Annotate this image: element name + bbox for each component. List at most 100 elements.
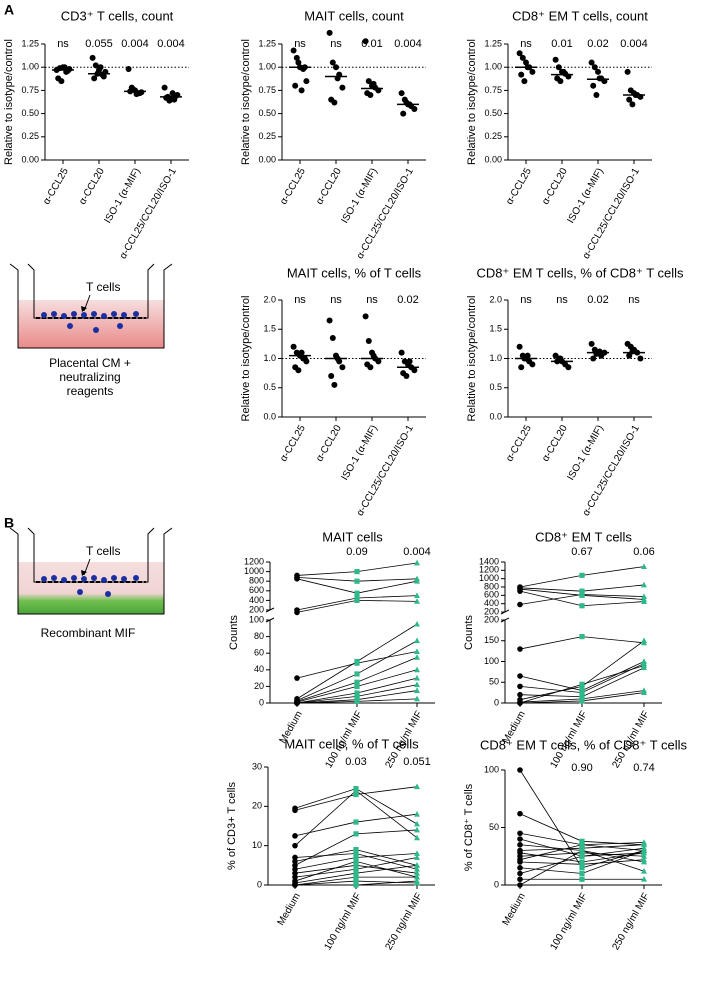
marker <box>414 811 420 817</box>
y-tick-label: 200 <box>484 614 499 624</box>
well <box>9 263 173 349</box>
marker <box>517 767 523 773</box>
x-tick-label: α-CCL25 <box>41 166 71 207</box>
marker <box>414 862 420 868</box>
cells <box>41 311 139 333</box>
data-point <box>565 364 572 371</box>
diagram-caption: Placental CM + <box>49 356 131 370</box>
diagram-a: T cells Placental CM + neutralizing reag… <box>9 263 173 398</box>
data-point <box>557 355 564 362</box>
marker <box>294 675 300 681</box>
marker <box>292 833 298 839</box>
marker <box>579 572 585 578</box>
medium <box>18 300 164 348</box>
y-tick-label: 0 <box>257 879 262 889</box>
p-value: 0.004 <box>620 38 648 50</box>
data-point <box>339 84 346 91</box>
arrow-head <box>81 570 87 576</box>
data-point <box>557 78 564 85</box>
marker <box>517 700 523 706</box>
marker <box>292 862 298 869</box>
marker <box>414 695 420 702</box>
x-tick-label: ISO-1 (α-MIF) <box>565 166 605 225</box>
chart: CD8⁺ EM T cellsCounts0501001502002004006… <box>463 529 662 770</box>
y-tick-label: 150 <box>484 635 499 645</box>
y-tick-label: 10 <box>252 840 262 850</box>
data-point <box>375 358 382 365</box>
p-value: ns <box>366 294 378 306</box>
marker <box>579 591 585 598</box>
p-value: 0.90 <box>571 762 592 774</box>
y-tick-label: 0.25 <box>484 131 502 141</box>
chart-title: CD8⁺ EM T cells, count <box>512 8 648 23</box>
chart: CD8⁺ EM T cells, % of CD8⁺ T cells % of C… <box>463 737 688 952</box>
marker <box>517 859 523 865</box>
marker <box>641 689 647 696</box>
marker <box>414 654 420 660</box>
y-tick-label: 50 <box>489 677 499 687</box>
p-value: 0.02 <box>587 294 608 306</box>
marker <box>354 590 360 596</box>
marker <box>353 882 359 888</box>
marker <box>414 666 420 673</box>
data-point <box>624 68 631 75</box>
data-point <box>411 105 418 112</box>
data-point <box>326 29 333 36</box>
y-tick-label: 0.00 <box>484 154 502 164</box>
marker <box>641 593 647 599</box>
marker <box>579 588 585 594</box>
y-tick-label: 1.25 <box>21 38 39 48</box>
p-value: 0.01 <box>551 38 572 50</box>
marker <box>517 601 523 608</box>
marker <box>641 853 647 859</box>
x-tick-label: ISO-1 (α-MIF) <box>339 166 379 225</box>
y-tick-label: 1000 <box>244 566 264 576</box>
marker <box>294 609 300 616</box>
y-tick-label: 20 <box>252 801 262 811</box>
data-point <box>97 64 104 71</box>
y-axis-label: % of CD8⁺ T cells <box>463 783 475 871</box>
x-tick-label: α-CCL25 <box>278 166 308 207</box>
marker <box>641 876 647 882</box>
diagram-label: T cells <box>86 544 120 558</box>
marker <box>292 842 298 849</box>
data-point <box>339 364 346 371</box>
chart-title: CD8⁺ EM T cells <box>535 529 632 544</box>
data-point <box>367 92 374 99</box>
chart: MAIT cells Counts 0 20 40 60 80 100200400600800… <box>228 529 435 770</box>
data-point <box>516 50 523 57</box>
y-tick-label: 0 <box>494 879 499 889</box>
x-tick-label: α-CCL25 <box>504 166 534 207</box>
chart: CD8⁺ EM T cells, % of CD8⁺ T cells Relati… <box>466 265 684 518</box>
marker <box>354 658 360 665</box>
x-tick-label: Medium <box>501 891 528 927</box>
data-point <box>588 340 595 347</box>
data-point <box>326 317 333 324</box>
data-point <box>519 54 526 61</box>
marker <box>641 598 647 604</box>
data-point <box>329 335 336 342</box>
p-value: ns <box>520 38 532 50</box>
p-value: 0.004 <box>121 38 149 50</box>
data-point <box>595 68 601 75</box>
data-point <box>329 59 336 66</box>
chart-title: MAIT cells <box>322 529 383 544</box>
data-point <box>64 67 71 74</box>
y-tick-label: 200 <box>249 604 264 614</box>
data-point <box>295 367 302 374</box>
p-value: 0.004 <box>157 38 185 50</box>
marker <box>579 842 585 848</box>
y-tick-label: 60 <box>254 648 264 658</box>
y-tick-label: 1.5 <box>263 324 276 334</box>
data-point <box>516 343 523 350</box>
marker <box>517 841 523 848</box>
marker <box>354 698 360 704</box>
marker <box>517 847 523 854</box>
chart-title: CD8⁺ EM T cells, % of CD8⁺ T cells <box>480 737 688 752</box>
data-point <box>560 68 567 75</box>
y-axis-label: Counts <box>463 615 475 650</box>
data-point <box>518 71 525 78</box>
marker <box>579 681 585 687</box>
marker <box>517 830 523 837</box>
marker <box>353 870 359 876</box>
